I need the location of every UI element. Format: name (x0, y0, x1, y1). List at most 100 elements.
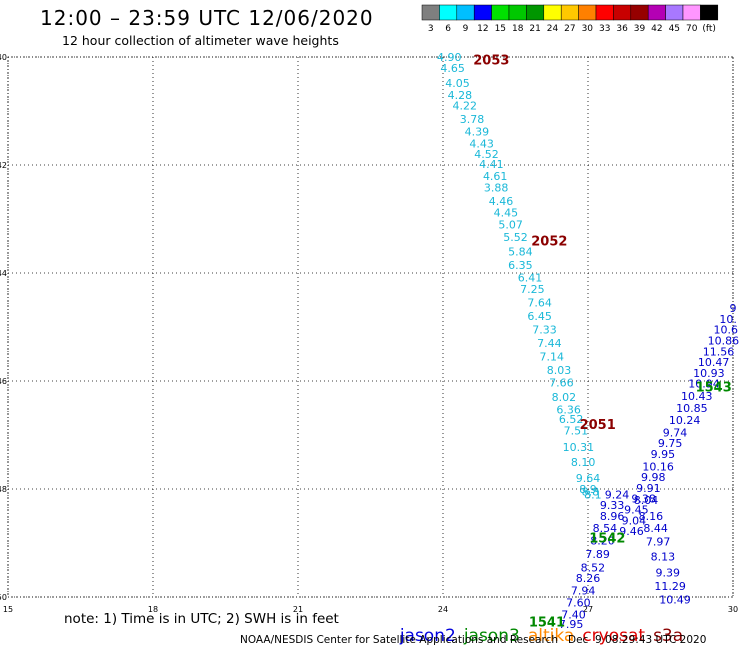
colorbar-label: 12 (477, 24, 488, 34)
colorbar-label: 3 (428, 24, 434, 34)
wave-height-label: 10.86 (708, 335, 740, 348)
colorbar-swatch (456, 4, 475, 21)
wave-height-label: 10.49 (659, 594, 691, 607)
colorbar-swatch (560, 4, 579, 21)
wave-height-label: 9.38 (631, 493, 656, 506)
wave-height-label: 9.91 (636, 482, 661, 495)
colorbar-label: 30 (582, 24, 594, 34)
wave-height-label: 5.52 (503, 231, 528, 244)
x-tick-label: 30 (728, 605, 738, 614)
pass-label: 2051 (580, 418, 616, 433)
colorbar-label: 27 (564, 24, 575, 34)
colorbar-label: 36 (616, 24, 628, 34)
wave-height-label: 10.94 (688, 378, 720, 391)
wave-height-label: 6.45 (527, 310, 552, 323)
wave-height-label: 9 (730, 302, 737, 315)
wave-height-label: 8.02 (552, 391, 577, 404)
colorbar-swatch (700, 4, 719, 21)
x-tick-label: 21 (293, 605, 303, 614)
colorbar-swatch (526, 4, 545, 21)
wave-height-label: 4.46 (489, 195, 514, 208)
wave-height-label: 8.9 (579, 483, 597, 496)
wave-height-label: 9.33 (600, 499, 625, 512)
wave-height-label: 8.54 (593, 522, 618, 535)
wave-height-label: 9.95 (651, 448, 676, 461)
pass-label: 1542 (589, 532, 625, 547)
wave-height-label: 8.96 (600, 510, 625, 523)
wave-height-label: 7.95 (559, 618, 584, 631)
colorbar-swatch (421, 4, 440, 21)
pass-label: 1541 (529, 615, 565, 630)
wave-height-label: 5.07 (498, 218, 523, 231)
colorbar-swatch (682, 4, 701, 21)
wave-height-label: 8.1 (584, 488, 602, 501)
colorbar-swatch (647, 4, 666, 21)
wave-height-label: 5.84 (508, 245, 533, 258)
wave-height-label: 9.04 (622, 514, 647, 527)
wave-height-label: 7.44 (537, 337, 562, 350)
colorbar-label: 15 (495, 24, 506, 34)
wave-height-label: 11.29 (654, 580, 686, 593)
colorbar-label: 18 (512, 24, 524, 34)
x-tick-label: 18 (148, 605, 158, 614)
colorbar-swatch (473, 4, 492, 21)
wave-height-label: 9.39 (656, 567, 681, 580)
x-tick-label: 15 (3, 605, 13, 614)
wave-height-label: 10.43 (681, 390, 713, 403)
wave-height-label: 8.16 (639, 510, 664, 523)
wave-height-label: 7.40 (561, 608, 586, 621)
credit-line: NOAA/NESDIS Center for Satellite Applica… (240, 634, 707, 646)
wave-height-label: 7.25 (520, 283, 545, 296)
colorbar-label: 9 (463, 24, 469, 34)
x-tick-label: 24 (438, 605, 448, 614)
colorbar-swatch (439, 4, 458, 21)
y-tick-label: -42 (0, 161, 7, 170)
colorbar-label: 6 (445, 24, 451, 34)
chart-title: 12:00 – 23:59 UTC 12/06/2020 (40, 6, 374, 30)
colorbar-label: 24 (547, 24, 559, 34)
wave-height-label: 4.65 (440, 62, 465, 75)
wave-height-label: 4.39 (465, 126, 490, 139)
wave-height-label: 3.78 (460, 113, 485, 126)
wave-height-label: 10.31 (563, 441, 595, 454)
wave-height-label: 8.8 (582, 486, 600, 499)
wave-height-label: 11.56 (703, 345, 735, 358)
wave-height-label: 10. (719, 313, 737, 326)
pass-label: 2053 (473, 54, 509, 69)
colorbar-swatch (665, 4, 684, 21)
colorbar-swatch (613, 4, 632, 21)
wave-height-label: 4.28 (448, 89, 473, 102)
wave-height-label: 8.44 (643, 522, 668, 535)
pass-label: 2052 (531, 235, 567, 250)
colorbar-label: 39 (634, 24, 646, 34)
wave-height-label: 4.90 (437, 51, 462, 64)
wave-height-label: 9.24 (605, 488, 630, 501)
wave-height-label: 7.66 (549, 377, 574, 390)
wave-height-label: 7.33 (532, 324, 557, 337)
chart-subtitle: 12 hour collection of altimeter wave hei… (62, 33, 339, 48)
colorbar-label: 21 (529, 24, 540, 34)
wave-height-label: 7.51 (564, 425, 589, 438)
wave-height-label: 7.64 (527, 297, 552, 310)
wave-height-label: 7.89 (585, 548, 610, 561)
colorbar-label: 45 (669, 24, 680, 34)
y-tick-label: -48 (0, 485, 7, 494)
wave-height-label: 4.22 (453, 100, 478, 113)
wave-height-label: 4.41 (479, 158, 504, 171)
colorbar-swatch (491, 4, 510, 21)
colorbar-swatch (630, 4, 649, 21)
footer-note: note: 1) Time is in UTC; 2) SWH is in fe… (64, 611, 339, 627)
wave-height-label: 10.93 (693, 367, 725, 380)
wave-height-label: 10.85 (676, 402, 708, 415)
wave-height-label: 9.98 (641, 471, 666, 484)
wave-height-label: 10.24 (669, 414, 701, 427)
wave-height-label: 6.41 (518, 271, 543, 284)
wave-height-label: 9.64 (576, 472, 601, 485)
wave-height-label: 9.45 (624, 504, 649, 517)
wave-height-label: 4.61 (483, 170, 508, 183)
wave-height-label: 4.05 (445, 77, 470, 90)
pass-label: 1543 (696, 380, 732, 395)
colorbar-swatch (543, 4, 562, 21)
legend-cryosat: cryosat (582, 626, 646, 646)
